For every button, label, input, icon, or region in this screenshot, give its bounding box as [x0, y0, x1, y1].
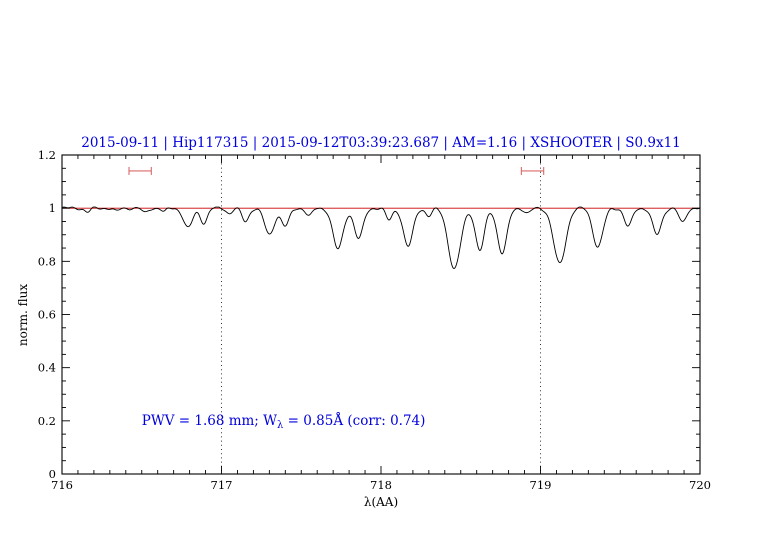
annotation-prefix: PWV = 1.68 mm; W [142, 413, 277, 429]
x-tick-label: 717 [211, 478, 233, 492]
range-marker [128, 166, 152, 175]
y-axis-label: norm. flux [16, 284, 30, 346]
y-tick-label: 0 [49, 467, 56, 481]
y-tick-label: 1 [49, 201, 56, 215]
series-layer [61, 166, 701, 270]
x-tick-label: 718 [370, 478, 392, 492]
axes-layer: 716 717 718 719 720 0 0.2 0.4 0.6 0.8 1 1.2 [38, 148, 711, 492]
y-tick-label: 0.2 [38, 414, 56, 428]
y-tick-label: 0.6 [38, 308, 56, 322]
y-tick-label: 0.4 [38, 361, 56, 375]
plot-title: 2015-09-11 | Hip117315 | 2015-09-12T03:3… [81, 135, 681, 151]
annotation-suffix: = 0.85Å (corr: 0.74) [283, 413, 425, 429]
x-axis-label: λ(AA) [364, 495, 398, 509]
x-tick-label: 720 [689, 478, 711, 492]
y-tick-label: 1.2 [38, 148, 56, 162]
y-tick-label: 0.8 [38, 254, 56, 268]
annotation-text: PWV = 1.68 mm; Wλ = 0.85Å (corr: 0.74) [142, 413, 426, 431]
annotation-lambda-subscript: λ [277, 420, 284, 431]
x-tick-label: 719 [530, 478, 552, 492]
range-marker [520, 166, 545, 175]
spectrum-line [61, 206, 701, 270]
x-tick-label: 716 [51, 478, 73, 492]
